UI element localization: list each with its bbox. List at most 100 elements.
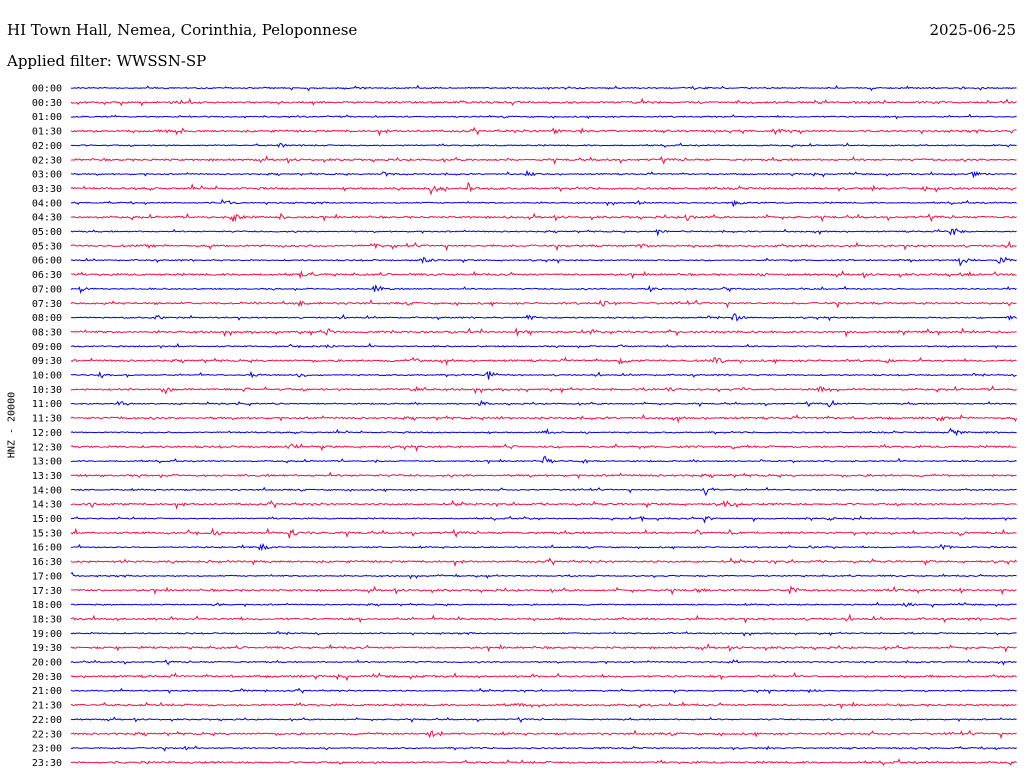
time-label-1430: 14:30	[32, 500, 62, 511]
trace-1000	[70, 370, 1017, 380]
time-label-2200: 22:00	[32, 715, 62, 726]
trace-2130	[70, 701, 1017, 710]
time-label-0530: 05:30	[32, 241, 62, 252]
time-label-1030: 10:30	[32, 385, 62, 396]
trace-0400	[70, 198, 1017, 207]
time-label-1830: 18:30	[32, 614, 62, 625]
trace-0430	[70, 212, 1017, 223]
trace-1900	[70, 630, 1017, 637]
time-label-1330: 13:30	[32, 471, 62, 482]
trace-0700	[70, 284, 1017, 294]
time-label-0700: 07:00	[32, 284, 62, 295]
time-label-1600: 16:00	[32, 543, 62, 554]
trace-1030	[70, 385, 1017, 395]
time-label-0500: 05:00	[32, 227, 62, 238]
time-label-0930: 09:30	[32, 356, 62, 367]
time-label-1400: 14:00	[32, 485, 62, 496]
time-label-1100: 11:00	[32, 399, 62, 410]
time-label-2330: 23:30	[32, 758, 62, 769]
time-label-1930: 19:30	[32, 643, 62, 654]
date-label: 2025-06-25	[929, 21, 1016, 39]
trace-0100	[70, 113, 1017, 120]
trace-0500	[70, 228, 1017, 237]
time-label-2000: 20:00	[32, 658, 62, 669]
trace-0300	[70, 169, 1017, 179]
time-label-0630: 06:30	[32, 270, 62, 281]
time-label-0230: 02:30	[32, 155, 62, 166]
trace-1100	[70, 399, 1017, 408]
trace-0830	[70, 327, 1017, 338]
time-label-1900: 19:00	[32, 629, 62, 640]
time-label-2230: 22:30	[32, 729, 62, 740]
time-label-1800: 18:00	[32, 600, 62, 611]
trace-1330	[70, 471, 1017, 480]
trace-1430	[70, 499, 1017, 510]
trace-1200	[70, 427, 1017, 437]
trace-0600	[70, 256, 1017, 267]
time-label-0030: 00:30	[32, 98, 62, 109]
time-label-1500: 15:00	[32, 514, 62, 525]
time-label-0600: 06:00	[32, 256, 62, 267]
time-label-0800: 08:00	[32, 313, 62, 324]
trace-1830	[70, 613, 1017, 624]
trace-0800	[70, 313, 1017, 322]
time-label-0100: 01:00	[32, 112, 62, 123]
time-label-0000: 00:00	[32, 84, 62, 95]
trace-0930	[70, 356, 1017, 367]
trace-2300	[70, 745, 1017, 752]
trace-1130	[70, 413, 1018, 424]
trace-0130	[70, 126, 1017, 137]
time-label-1700: 17:00	[32, 571, 62, 582]
time-label-1730: 17:30	[32, 586, 62, 597]
trace-0630	[70, 269, 1017, 280]
trace-1630	[70, 557, 1017, 568]
trace-1930	[70, 643, 1017, 653]
time-label-1130: 11:30	[32, 414, 62, 425]
trace-0030	[70, 97, 1017, 107]
time-label-1300: 13:00	[32, 457, 62, 468]
trace-1600	[70, 542, 1017, 552]
time-label-0200: 02:00	[32, 141, 62, 152]
time-label-0900: 09:00	[32, 342, 62, 353]
time-label-2030: 20:30	[32, 672, 62, 683]
trace-2230	[70, 729, 1017, 740]
trace-0900	[70, 342, 1017, 349]
time-label-0130: 01:30	[32, 127, 62, 138]
trace-1300	[70, 455, 1017, 465]
trace-1800	[70, 601, 1017, 609]
trace-1700	[70, 572, 1017, 580]
trace-0730	[70, 298, 1017, 309]
filter-label: Applied filter: WWSSN-SP	[7, 52, 207, 70]
trace-0000	[70, 84, 1017, 92]
time-label-0430: 04:30	[32, 213, 62, 224]
trace-1530	[70, 527, 1017, 539]
time-label-2300: 23:00	[32, 744, 62, 755]
trace-2100	[70, 687, 1017, 695]
time-label-1000: 10:00	[32, 371, 62, 382]
time-label-0730: 07:30	[32, 299, 62, 310]
time-label-0300: 03:00	[32, 170, 62, 181]
time-label-1530: 15:30	[32, 528, 62, 539]
trace-2030	[70, 671, 1017, 682]
time-label-0400: 04:00	[32, 198, 62, 209]
trace-2200	[70, 716, 1017, 723]
trace-1730	[70, 585, 1017, 596]
trace-2330	[70, 758, 1017, 767]
time-label-2130: 21:30	[32, 701, 62, 712]
trace-0530	[70, 240, 1017, 252]
time-label-1230: 12:30	[32, 442, 62, 453]
trace-0330	[70, 181, 1017, 196]
time-label-1630: 16:30	[32, 557, 62, 568]
time-label-1200: 12:00	[32, 428, 62, 439]
trace-0200	[70, 142, 1017, 148]
trace-1400	[70, 486, 1017, 497]
time-label-0830: 08:30	[32, 327, 62, 338]
trace-2000	[70, 659, 1017, 666]
time-label-0330: 03:30	[32, 184, 62, 195]
station-title: HI Town Hall, Nemea, Corinthia, Peloponn…	[7, 21, 358, 39]
time-label-2100: 21:00	[32, 686, 62, 697]
trace-1230	[70, 443, 1017, 453]
trace-1500	[70, 515, 1017, 524]
trace-0230	[70, 155, 1017, 165]
